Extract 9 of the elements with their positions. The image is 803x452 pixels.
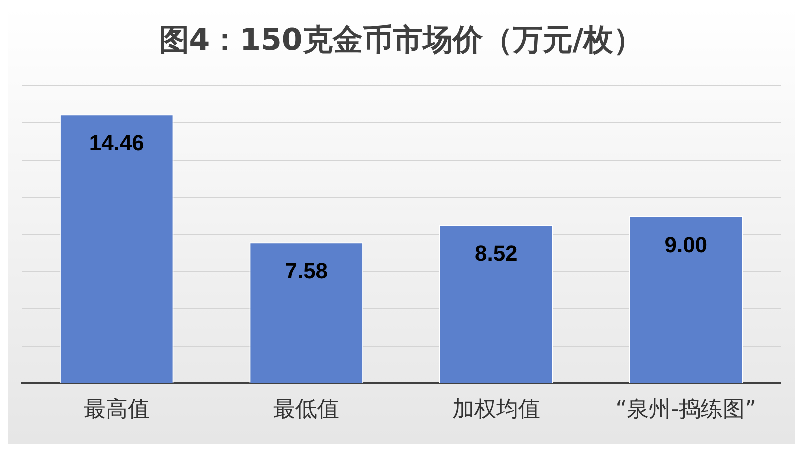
data-label: 9.00 — [664, 232, 708, 258]
chart-title: 图4：150克金币市场价（万元/枚） — [159, 22, 644, 58]
x-tick-label: 最高值 — [84, 398, 150, 423]
data-label: 14.46 — [89, 130, 144, 156]
x-tick-label: 加权均值 — [452, 398, 540, 423]
data-label: 7.58 — [285, 258, 328, 284]
data-label: 8.52 — [474, 241, 518, 266]
x-tick-label: 最低值 — [274, 398, 340, 423]
x-tick-label: “泉州-捣练图” — [616, 398, 756, 423]
